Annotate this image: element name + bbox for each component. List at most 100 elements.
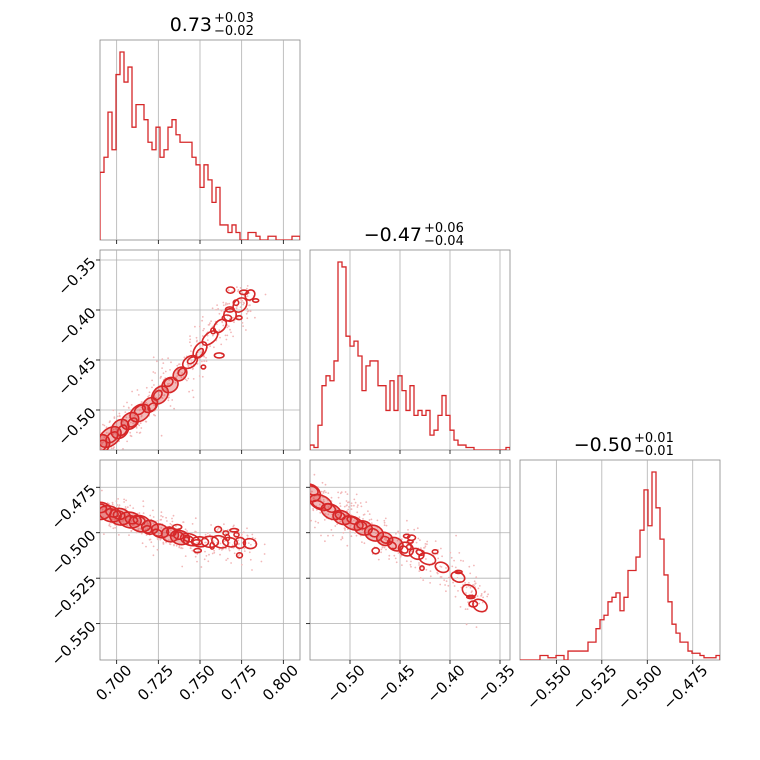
scatter-point — [150, 541, 153, 544]
xtick-label-param-2-2: −0.500 — [614, 661, 666, 713]
scatter-point — [439, 576, 442, 578]
scatter-point — [246, 527, 248, 530]
scatter-point — [445, 590, 447, 593]
scatter-point — [122, 448, 124, 450]
scatter-point — [396, 539, 399, 542]
scatter-point — [322, 492, 325, 494]
scatter-point — [467, 601, 469, 604]
scatter-point — [263, 553, 266, 555]
scatter-point — [225, 338, 228, 341]
contour-outlier — [171, 523, 183, 531]
scatter-point — [370, 518, 373, 521]
scatter-point — [122, 457, 124, 459]
contour-outlier — [225, 286, 236, 294]
panel-frame-2-2 — [519, 459, 721, 661]
scatter-point — [118, 449, 121, 450]
scatter-point — [362, 531, 364, 534]
scatter-point — [110, 447, 113, 450]
contour-outlier — [468, 600, 479, 608]
scatter-point — [487, 593, 489, 596]
scatter-point — [239, 306, 242, 308]
scatter-point — [464, 582, 466, 584]
scatter-point — [469, 586, 472, 589]
scatter-point — [130, 529, 133, 532]
scatter-point — [361, 541, 363, 543]
scatter-point — [473, 580, 476, 583]
scatter-point — [376, 519, 379, 522]
scatter-point — [228, 548, 230, 550]
scatter-point — [137, 521, 140, 523]
scatter-point — [145, 528, 147, 531]
scatter-point — [89, 442, 91, 444]
scatter-point — [160, 376, 162, 378]
scatter-point — [152, 356, 155, 359]
scatter-point — [410, 560, 412, 563]
scatter-point — [348, 506, 350, 508]
scatter-point — [113, 518, 116, 521]
scatter-point — [241, 299, 244, 302]
scatter-point — [320, 490, 323, 493]
pair-panel-1-0 — [89, 285, 267, 459]
scatter-point — [154, 372, 157, 374]
scatter-point — [124, 411, 127, 413]
scatter-point — [189, 341, 191, 344]
scatter-point — [422, 579, 425, 581]
scatter-point — [181, 565, 184, 568]
scatter-point — [304, 490, 306, 492]
scatter-point — [355, 493, 358, 496]
scatter-point — [191, 523, 194, 525]
scatter-point — [184, 555, 187, 557]
scatter-point — [450, 556, 453, 559]
contour-outlier — [224, 533, 231, 542]
xtick-label-param-1-2: −0.40 — [424, 661, 469, 706]
scatter-point — [208, 553, 210, 556]
contour-outlier — [406, 539, 414, 545]
contour-outlier — [238, 289, 249, 296]
scatter-point — [153, 384, 155, 386]
scatter-point — [108, 523, 111, 526]
scatter-point — [468, 582, 470, 584]
scatter-point — [310, 518, 311, 520]
contour-outlier — [229, 527, 240, 533]
scatter-point — [365, 501, 368, 503]
scatter-point — [126, 506, 129, 509]
contour-inner — [387, 541, 398, 550]
contour-outlier — [193, 547, 203, 554]
scatter-point — [453, 585, 456, 587]
scatter-point — [115, 433, 117, 435]
scatter-point — [242, 303, 245, 306]
xtick-label-param-0-0: 0.700 — [92, 661, 135, 704]
scatter-point — [169, 369, 171, 371]
scatter-point — [249, 310, 252, 313]
scatter-point — [153, 522, 155, 524]
scatter-point — [114, 526, 116, 529]
title-median-2: −0.50 — [574, 434, 632, 456]
scatter-point — [142, 500, 145, 502]
scatter-point — [330, 496, 333, 499]
scatter-point — [358, 523, 361, 526]
scatter-point — [385, 524, 388, 527]
scatter-point — [249, 558, 252, 561]
scatter-point — [236, 286, 238, 288]
scatter-point — [246, 287, 248, 290]
scatter-point — [147, 395, 150, 398]
scatter-point — [218, 548, 221, 551]
scatter-point — [346, 544, 349, 547]
scatter-point — [118, 412, 121, 415]
scatter-point — [228, 542, 231, 544]
scatter-point — [183, 356, 186, 359]
scatter-point — [343, 505, 346, 508]
scatter-point — [465, 592, 467, 594]
scatter-point — [170, 529, 172, 532]
scatter-point — [254, 316, 256, 319]
scatter-point — [174, 381, 177, 384]
scatter-point — [226, 334, 229, 337]
scatter-point — [152, 371, 155, 373]
scatter-point — [160, 511, 163, 514]
scatter-point — [132, 422, 135, 425]
scatter-point — [399, 555, 402, 558]
scatter-point — [142, 512, 145, 514]
scatter-point — [315, 509, 318, 511]
contour-blob — [232, 297, 248, 313]
ytick-label-param-1-3: −0.35 — [54, 254, 99, 299]
